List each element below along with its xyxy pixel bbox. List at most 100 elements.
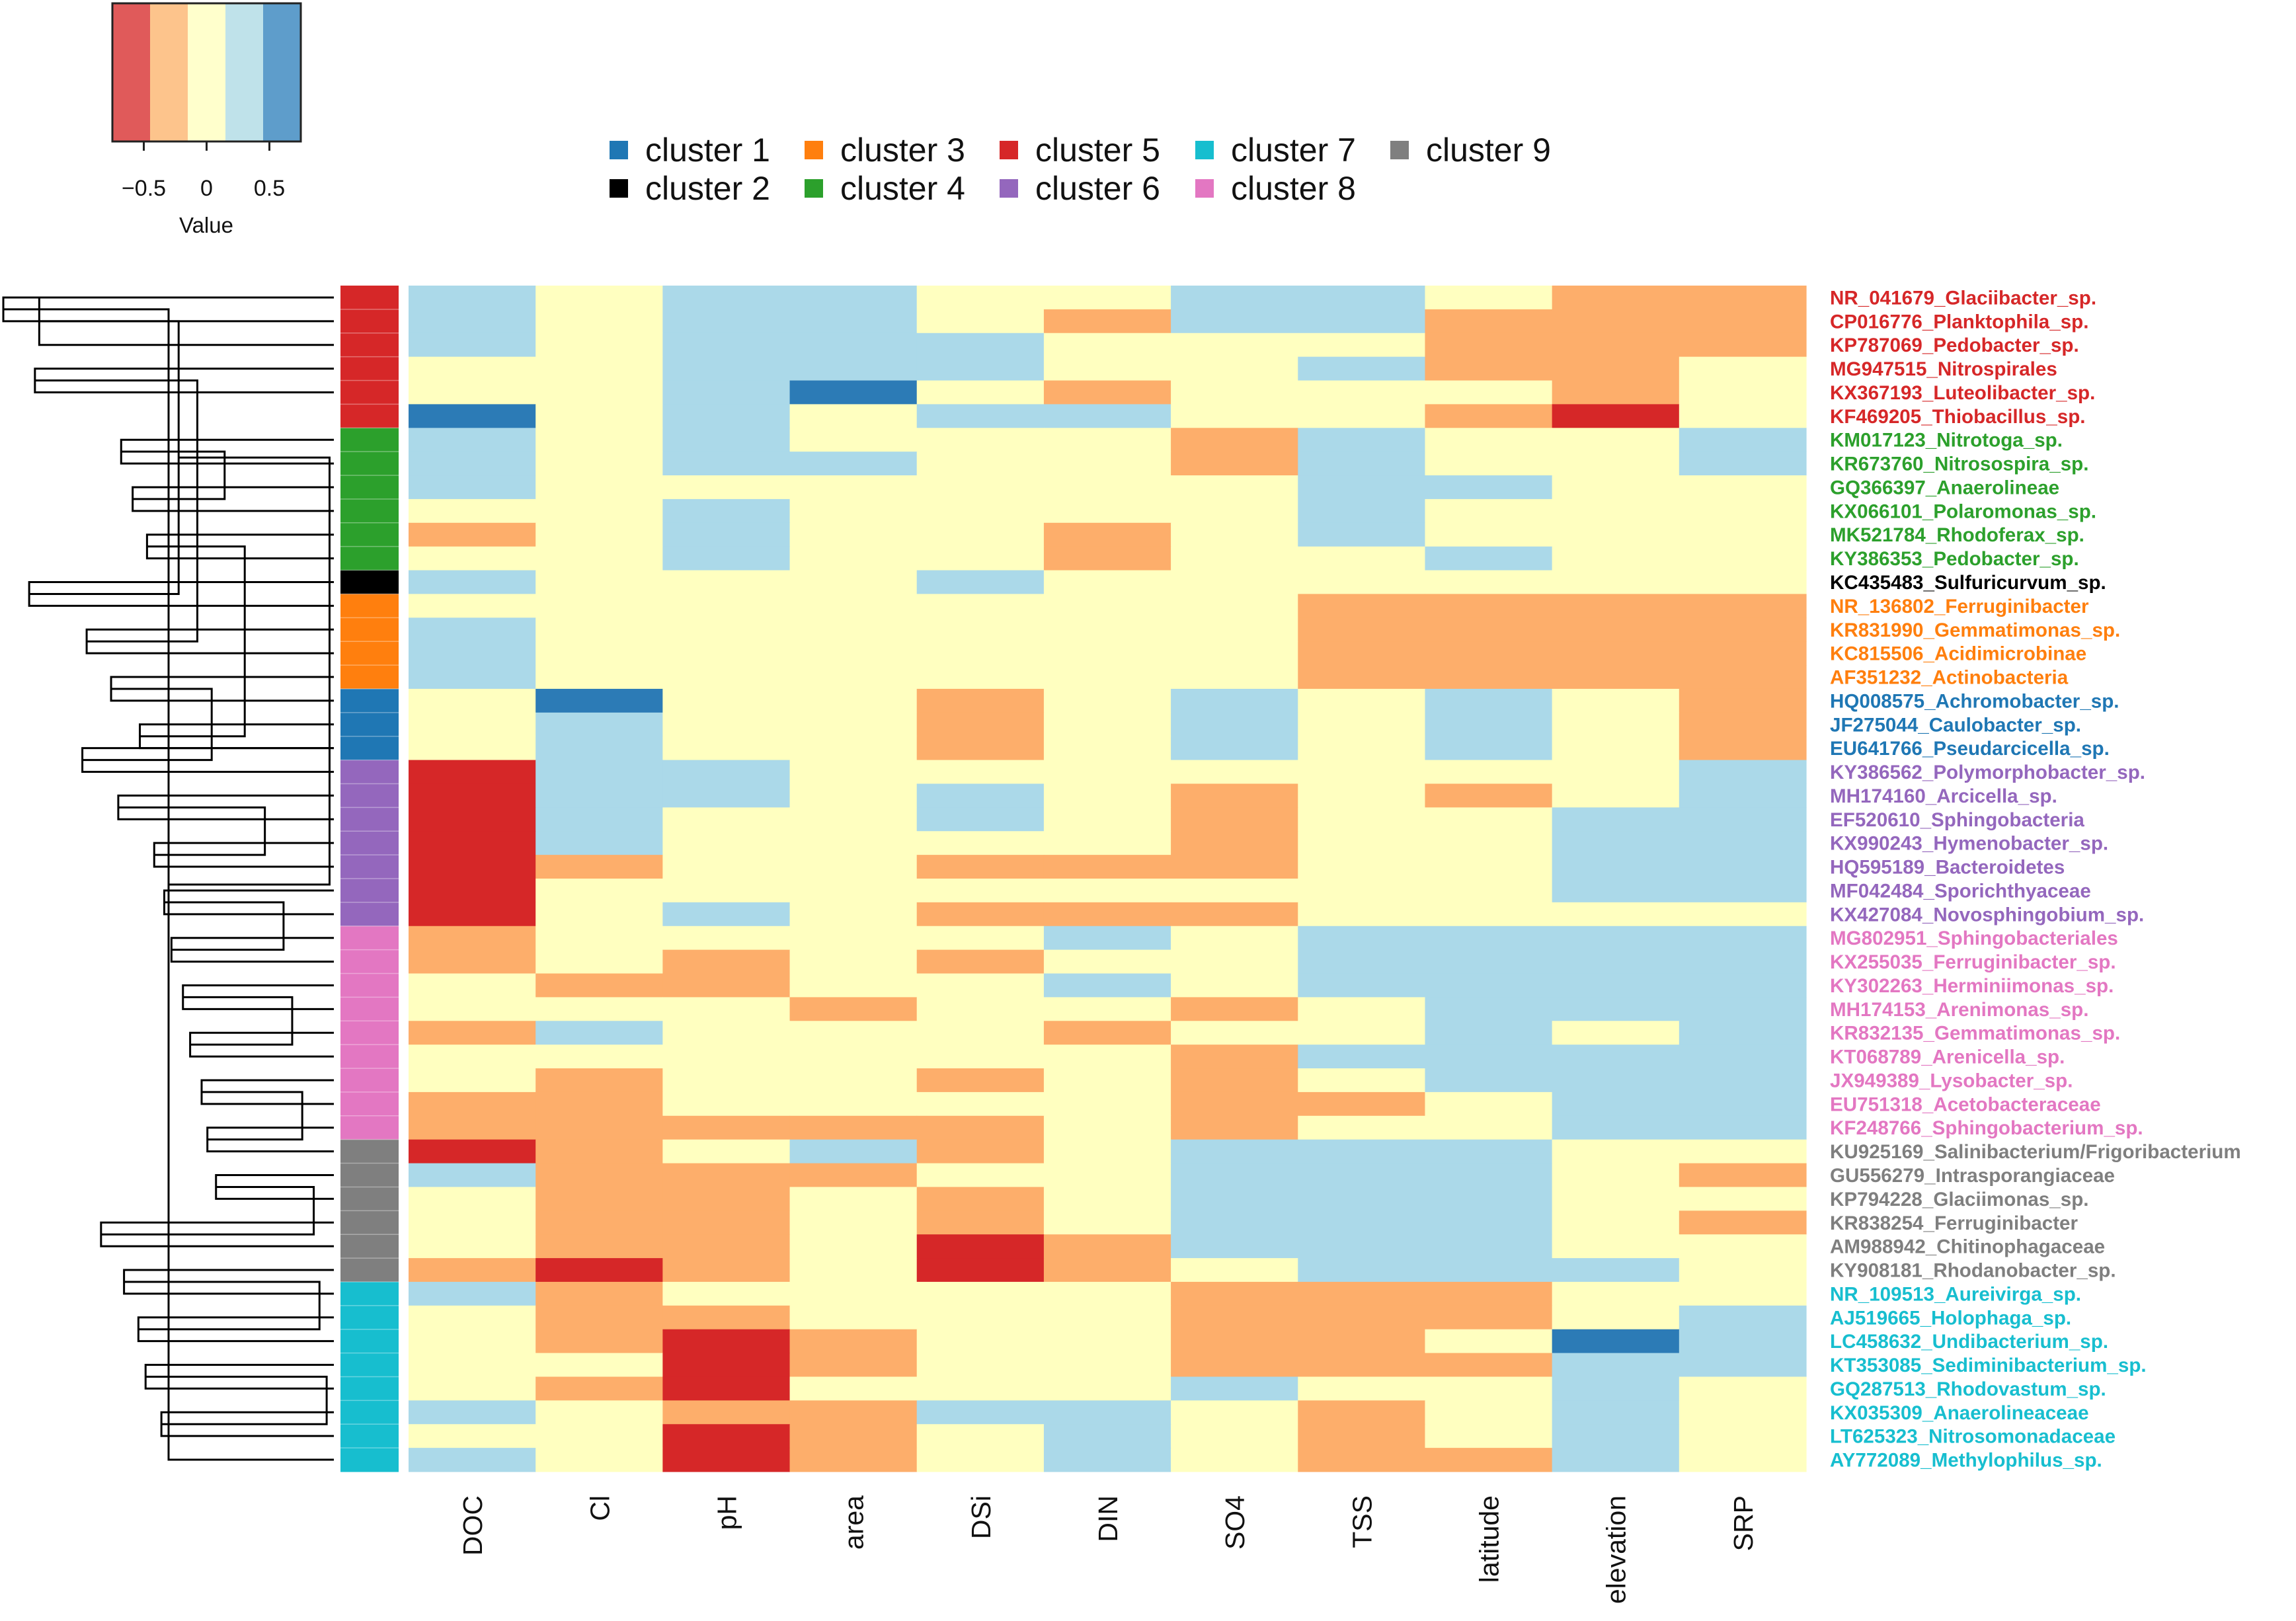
row-label: KY386353_Pedobacter_sp.	[1830, 548, 2079, 570]
heatmap-cell	[1171, 1115, 1298, 1140]
heatmap-cell	[409, 1329, 536, 1354]
heatmap-cell	[1043, 1068, 1171, 1093]
heatmap-cell	[1043, 1045, 1171, 1069]
heatmap-cell	[535, 286, 663, 310]
cluster-bar-cell	[340, 594, 399, 618]
heatmap-cell	[1298, 309, 1426, 334]
heatmap-cell	[916, 902, 1045, 927]
heatmap-cell	[1298, 1281, 1426, 1306]
heatmap-cell	[1298, 949, 1426, 974]
heatmap-cell	[1425, 546, 1553, 571]
heatmap-cell	[1298, 665, 1426, 690]
heatmap-cell	[1171, 949, 1298, 974]
legend-label: cluster 8	[1231, 170, 1356, 207]
heatmap-cell	[1171, 309, 1298, 334]
heatmap-cell	[1552, 1424, 1680, 1448]
heatmap-cell	[1298, 286, 1426, 310]
heatmap-cell	[1298, 783, 1426, 808]
heatmap-cell	[1043, 926, 1171, 951]
heatmap-cell	[1679, 831, 1807, 855]
heatmap-cell	[662, 428, 791, 452]
heatmap-cell	[1679, 641, 1807, 666]
legend-swatch	[1000, 141, 1018, 159]
legend-entry: cluster 8	[1195, 170, 1356, 207]
heatmap-cell	[1043, 333, 1171, 358]
heatmap-cell	[1552, 1045, 1680, 1069]
heatmap-cell	[1043, 286, 1171, 310]
row-label: KR838254_Ferruginibacter	[1830, 1212, 2078, 1234]
heatmap-cell	[409, 736, 536, 761]
cluster-bar-cell	[340, 1139, 399, 1164]
heatmap-cell	[662, 1187, 791, 1211]
heatmap-cell	[409, 879, 536, 903]
heatmap-cell	[1043, 1234, 1171, 1259]
heatmap-cell	[409, 380, 536, 405]
heatmap-cell	[1425, 688, 1553, 713]
heatmap-cell	[1171, 1210, 1298, 1235]
heatmap-cell	[1298, 404, 1426, 428]
column-label: Cl	[584, 1495, 615, 1521]
heatmap-cell	[409, 1258, 536, 1283]
heatmap-cell	[789, 475, 918, 500]
heatmap-cell	[535, 688, 663, 713]
heatmap-cell	[916, 641, 1045, 666]
heatmap-cell	[1552, 522, 1680, 547]
heatmap-cell	[916, 1376, 1045, 1401]
color-key-bins	[112, 3, 301, 141]
heatmap-cell	[1043, 902, 1171, 927]
cluster-bar-cell	[340, 1329, 399, 1354]
heatmap-cell	[535, 736, 663, 761]
heatmap-cell	[916, 855, 1045, 879]
cluster-bar-cell	[340, 428, 399, 452]
heatmap-cell	[1298, 1068, 1426, 1093]
heatmap-cell	[789, 333, 918, 358]
heatmap-cell	[662, 1258, 791, 1283]
heatmap-cell	[1171, 973, 1298, 998]
heatmap-cell	[1171, 760, 1298, 785]
heatmap-cell	[1298, 1021, 1426, 1045]
heatmap-cell	[1679, 1353, 1807, 1378]
row-label: EU641766_Pseudarcicella_sp.	[1830, 738, 2110, 760]
color-key-bin-1	[112, 3, 150, 141]
heatmap-cell	[1552, 1353, 1680, 1378]
heatmap-cell	[1043, 665, 1171, 690]
heatmap-cell	[409, 1448, 536, 1472]
heatmap-cell	[916, 1424, 1045, 1448]
heatmap-cell	[1552, 641, 1680, 666]
cluster-bar-cell	[340, 641, 399, 666]
heatmap-cell	[1552, 1115, 1680, 1140]
row-label: KC815506_Acidimicrobinae	[1830, 643, 2086, 665]
cluster-bar-cell	[340, 1021, 399, 1045]
color-key: −0.5 0 0.5 Value	[111, 2, 302, 237]
heatmap-cell	[662, 949, 791, 974]
heatmap-cell	[789, 1187, 918, 1211]
heatmap-cell	[1298, 1353, 1426, 1378]
heatmap-cell	[1298, 428, 1426, 452]
heatmap-cell	[1425, 1400, 1553, 1425]
heatmap-cell	[409, 855, 536, 879]
heatmap-cell	[1171, 736, 1298, 761]
heatmap-cell	[1043, 736, 1171, 761]
heatmap-cell	[662, 286, 791, 310]
heatmap-cell	[535, 831, 663, 855]
heatmap-cell	[409, 807, 536, 832]
heatmap-cell	[409, 498, 536, 524]
heatmap-cell	[1679, 1424, 1807, 1448]
heatmap-cell	[1298, 688, 1426, 713]
heatmap-cell	[662, 1353, 791, 1378]
heatmap-cell	[1425, 1163, 1553, 1188]
legend-entry: cluster 7	[1195, 132, 1356, 169]
heatmap-cell	[1425, 333, 1553, 358]
heatmap-cell	[1171, 1045, 1298, 1069]
heatmap-cell	[1552, 333, 1680, 358]
heatmap-cell	[1043, 997, 1171, 1021]
heatmap-cell	[1298, 1210, 1426, 1235]
heatmap-cell	[789, 1329, 918, 1354]
row-label: CP016776_Planktophila_sp.	[1830, 311, 2088, 333]
heatmap-cell	[1679, 617, 1807, 642]
heatmap-cell	[789, 1115, 918, 1140]
heatmap-cell	[1043, 522, 1171, 547]
heatmap-cell	[1679, 1068, 1807, 1093]
heatmap-cell	[662, 1424, 791, 1448]
heatmap-cell	[1171, 1068, 1298, 1093]
